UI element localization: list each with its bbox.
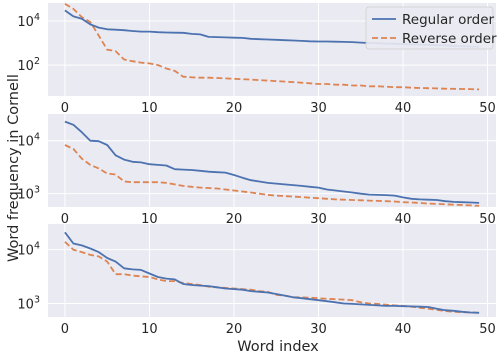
- series-regular-order: [64, 231, 480, 314]
- legend: Regular order Reverse order: [365, 6, 497, 50]
- y-tick-label: 102: [17, 56, 40, 74]
- plot-background: [48, 224, 496, 317]
- x-tick-label: 20: [226, 212, 243, 227]
- x-tick-label: 50: [479, 322, 496, 337]
- legend-label: Reverse order: [402, 31, 497, 47]
- y-axis-label: Word frequency in Cornell: [6, 74, 22, 262]
- legend-label: Regular order: [402, 12, 495, 28]
- x-tick-label: 10: [141, 322, 158, 337]
- y-tick-label: 103: [17, 294, 40, 312]
- x-tick-label: 40: [395, 212, 412, 227]
- series-regular-order: [64, 120, 480, 204]
- x-tick-label: 0: [61, 322, 69, 337]
- x-axis-label: Word index: [237, 339, 319, 355]
- panel-3: 103 104 0 10 20 30 40 50: [17, 224, 496, 337]
- y-tick-label: 104: [17, 132, 40, 150]
- x-tick-label: 50: [479, 212, 496, 227]
- series-reverse-order: [64, 3, 480, 91]
- x-tick-label: 40: [395, 101, 412, 116]
- x-tick-label: 0: [61, 101, 69, 116]
- plot-background: [48, 114, 496, 207]
- x-tick-label: 30: [310, 322, 327, 337]
- x-tick-label: 0: [61, 212, 69, 227]
- x-tick-label: 30: [310, 212, 327, 227]
- y-tick-label: 103: [17, 185, 40, 203]
- y-tick-label: 104: [17, 241, 40, 259]
- panel-2: 103 104 0 10 20 30 40 50: [17, 114, 496, 227]
- series-reverse-order: [64, 144, 480, 207]
- y-tick-label: 104: [17, 12, 40, 30]
- legend-box: [365, 6, 494, 50]
- x-tick-label: 50: [479, 101, 496, 116]
- x-tick-label: 10: [141, 212, 158, 227]
- x-tick-label: 30: [310, 101, 327, 116]
- x-tick-label: 20: [226, 322, 243, 337]
- x-tick-label: 40: [395, 322, 412, 337]
- x-tick-label: 20: [226, 101, 243, 116]
- x-tick-label: 10: [141, 101, 158, 116]
